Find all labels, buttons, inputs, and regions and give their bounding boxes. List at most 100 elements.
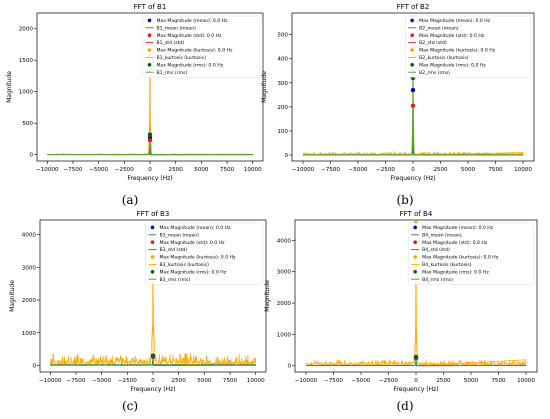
x-tick-label: 5000 — [197, 378, 212, 384]
legend-entry: B3_mean (mean) — [159, 232, 199, 238]
x-tick-label: 5000 — [461, 167, 476, 173]
x-tick-label: −2500 — [379, 378, 398, 384]
x-tick-label: −10000 — [36, 167, 59, 173]
legend-marker-swatch — [150, 270, 155, 274]
y-tick-label: 0 — [29, 153, 33, 159]
legend-entry: Max Magnitude (std): 0.0 Hz — [156, 33, 222, 39]
x-tick-label: −2500 — [118, 378, 137, 384]
legend-entry: Max Magnitude (mean): 0.0 Hz — [419, 18, 491, 24]
legend-marker-swatch — [410, 33, 414, 37]
x-tick-label: 7500 — [220, 167, 235, 173]
legend-box — [407, 222, 535, 285]
legend-marker-swatch — [147, 18, 152, 23]
legend-entry: Max Magnitude (rms): 0.0 Hz — [159, 269, 226, 275]
series-line-3 — [50, 225, 257, 366]
chart-title: FFT of B1 — [134, 3, 167, 11]
y-tick-label: 100 — [277, 129, 288, 135]
y-tick-label: 2000 — [19, 27, 34, 33]
chart-panel-3: FFT of B3 −10000 −7500 −5000 −2500 0 2500 5000 7… — [9, 210, 267, 413]
x-tick-label: −7500 — [324, 378, 343, 384]
legend-entry: B4_mean (mean) — [422, 232, 462, 238]
x-tick-label: −5000 — [92, 378, 111, 384]
chart-title: FFT of B2 — [397, 3, 430, 11]
max-marker-2 — [410, 103, 416, 108]
x-tick-label: −2500 — [376, 167, 395, 173]
x-tick-label: −7500 — [321, 167, 340, 173]
y-tick-label: 500 — [277, 33, 288, 39]
y-tick-label: 0 — [287, 364, 291, 370]
y-tick-label: 1000 — [22, 331, 37, 337]
chart-title: FFT of B4 — [400, 210, 433, 218]
plot-area — [305, 222, 527, 367]
legend-entry: Max Magnitude (kurtosis): 0.0 Hz — [159, 255, 236, 261]
x-tick-label: 10000 — [244, 167, 262, 173]
max-marker-1 — [410, 87, 416, 93]
x-tick-label: −7500 — [63, 167, 82, 173]
legend-entry: B4_std (std) — [422, 247, 450, 253]
series-line-4 — [305, 356, 527, 367]
x-tick-label: −7500 — [66, 378, 85, 384]
legend-marker-swatch — [150, 225, 155, 230]
y-tick-label: 2000 — [277, 301, 292, 307]
y-tick-label: 400 — [277, 57, 288, 63]
y-tick-label: 1000 — [19, 90, 34, 96]
legend-box — [145, 222, 264, 285]
series-line-3 — [305, 222, 527, 367]
x-tick-label: −5000 — [352, 378, 371, 384]
legend-marker-swatch — [413, 225, 417, 230]
legend-entry: Max Magnitude (rms): 0.0 Hz — [422, 269, 489, 275]
legend-entry: B2_kurtosis (kurtosis) — [419, 55, 469, 61]
panel-label: (b) — [396, 193, 413, 207]
legend-entry: Max Magnitude (kurtosis): 0.0 Hz — [422, 255, 499, 261]
legend-marker-swatch — [410, 48, 414, 52]
legend-entry: Max Magnitude (rms): 0.0 Hz — [156, 62, 223, 68]
legend-entry: Max Magnitude (rms): 0.0 Hz — [419, 62, 486, 68]
x-tick-label: −2500 — [115, 167, 134, 173]
x-tick-label: 10000 — [517, 378, 535, 384]
x-tick-label: 5000 — [194, 167, 209, 173]
x-tick-label: 0 — [151, 378, 155, 384]
legend-marker-swatch — [410, 18, 414, 23]
x-tick-label: −5000 — [349, 167, 368, 173]
y-tick-label: 2000 — [22, 298, 37, 304]
x-axis-label: Frequency (Hz) — [130, 386, 175, 393]
max-marker-2 — [147, 138, 153, 143]
x-tick-label: −5000 — [89, 167, 108, 173]
legend-marker-swatch — [147, 48, 152, 52]
x-tick-label: −10000 — [295, 378, 318, 384]
x-tick-label: −10000 — [292, 167, 315, 173]
legend-marker-swatch — [413, 270, 417, 274]
y-axis-label: Magnitude — [264, 280, 271, 312]
chart-panel-1: FFT of B1−10000 −7500 −5000 −2500 0 2500 5000 7… — [6, 3, 264, 207]
legend-entry: Max Magnitude (mean): 0.0 Hz — [156, 18, 228, 24]
x-tick-label: 5000 — [464, 378, 479, 384]
y-tick-label: 200 — [277, 105, 288, 111]
y-tick-label: 1000 — [277, 332, 292, 338]
legend-entry: Max Magnitude (mean): 0.0 Hz — [159, 225, 231, 231]
max-marker-4 — [147, 132, 153, 137]
max-marker-4 — [413, 354, 419, 360]
legend-entry: B1_std (std) — [156, 40, 184, 46]
x-axis-label: Frequency (Hz) — [393, 386, 438, 393]
legend-box — [142, 15, 261, 78]
x-axis-label: Frequency (Hz) — [390, 175, 435, 182]
y-tick-label: 4000 — [277, 238, 292, 244]
legend-box — [404, 15, 532, 78]
x-tick-label: 0 — [148, 167, 152, 173]
legend-entry: Max Magnitude (kurtosis): 0.0 Hz — [156, 48, 233, 54]
legend-entry: B3_kurtosis (kurtosis) — [159, 262, 209, 268]
legend-entry: Max Magnitude (kurtosis): 0.0 Hz — [419, 48, 496, 54]
legend-entry: B3_rms (rms) — [159, 277, 190, 283]
x-tick-label: 2500 — [172, 378, 187, 384]
legend-entry: B4_rms (rms) — [422, 277, 453, 283]
plot-area — [47, 18, 254, 156]
x-tick-label: 7500 — [488, 167, 503, 173]
panel-label: (d) — [396, 399, 413, 413]
x-tick-label: 10000 — [514, 167, 532, 173]
y-tick-label: 0 — [284, 153, 288, 159]
legend-entry: Max Magnitude (mean): 0.0 Hz — [422, 225, 494, 231]
